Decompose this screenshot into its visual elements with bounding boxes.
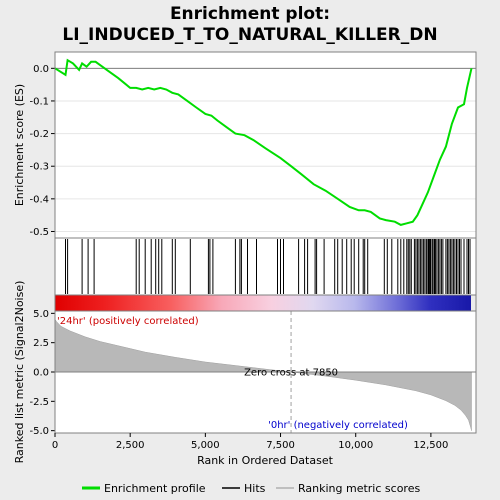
es-y-tick-label: -0.3 [29,162,49,173]
es-y-tick-label: 0.0 [33,64,49,75]
es-y-label: Enrichment score (ES) [13,84,26,206]
es-y-tick-label: -0.5 [29,227,49,238]
chart-subtitle: LI_INDUCED_T_TO_NATURAL_KILLER_DN [62,25,437,45]
x-tick-label: 2,500 [116,440,145,451]
es-y-tick-label: -0.4 [29,194,49,205]
zero-cross-label: Zero cross at 7850 [244,368,338,379]
metric-y-label: Ranked list metric (Signal2Noise) [13,281,26,464]
legend-metric-label: Ranking metric scores [298,482,420,495]
x-tick-label: 0 [52,440,58,451]
chart-title: Enrichment plot: [170,4,330,24]
positive-correlation-label: '24hr' (positively correlated) [57,316,199,327]
metric-y-tick-label: 5.0 [33,309,49,320]
x-tick-label: 10,000 [338,440,373,451]
es-y-ticks: 0.0 -0.1 -0.2 -0.3 -0.4 -0.5 [29,64,55,238]
es-y-tick-label: -0.2 [29,129,49,140]
x-ticks: 0 2,500 5,000 7,500 10,000 12,500 [52,433,448,451]
ranking-metric-area [54,318,472,431]
negative-correlation-label: '0hr' (negatively correlated) [268,420,408,431]
hits-panel [54,237,477,296]
x-tick-label: 7,500 [266,440,295,451]
metric-y-ticks: 5.0 2.5 0.0 -2.5 -5.0 [29,309,55,437]
hits-marks [65,239,471,294]
x-axis-label: Rank in Ordered Dataset [197,454,334,467]
legend-hits-label: Hits [244,482,266,495]
legend: Enrichment profile Hits Ranking metric s… [82,482,420,495]
x-tick-label: 5,000 [191,440,220,451]
es-panel [55,52,476,238]
metric-y-tick-label: -2.5 [29,397,49,408]
metric-y-tick-label: -5.0 [29,426,49,437]
x-tick-label: 12,500 [413,440,448,451]
legend-enrichment-label: Enrichment profile [104,482,206,495]
metric-panel-border [54,310,477,434]
enrichment-profile-line [54,58,473,226]
metric-y-tick-label: 2.5 [33,338,49,349]
ranked-list-colorbar [55,295,471,311]
metric-y-tick-label: 0.0 [33,368,49,379]
es-y-tick-label: -0.1 [29,96,49,107]
